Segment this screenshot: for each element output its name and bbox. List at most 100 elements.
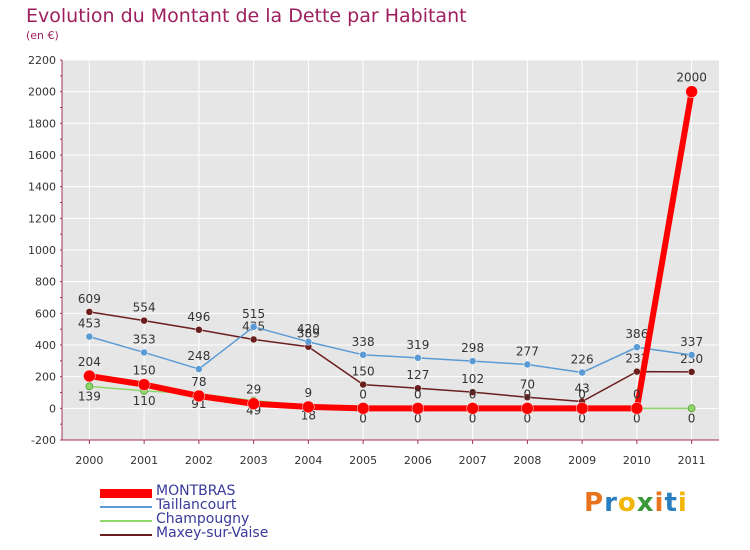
data-label-taillancourt: 319 (406, 338, 429, 352)
data-point-montbras (356, 402, 370, 415)
x-tick-label: 2006 (404, 454, 432, 467)
legend-label: Maxey-sur-Vaise (156, 525, 269, 541)
data-label-montbras: 0 (633, 387, 641, 401)
data-label-maxey-sur-vaise: 127 (406, 368, 429, 382)
data-point-taillancourt (304, 338, 313, 346)
data-point-taillancourt (687, 351, 696, 359)
data-label-montbras: 0 (578, 387, 586, 401)
y-tick-label: 1200 (28, 212, 56, 225)
data-point-taillancourt (633, 343, 641, 351)
data-point-montbras (685, 85, 698, 98)
logo-letter: P (584, 488, 605, 518)
data-label-montbras: 0 (469, 387, 477, 401)
data-label-taillancourt: 353 (133, 332, 156, 346)
logo-letter: r (604, 488, 618, 518)
data-label-taillancourt: 337 (680, 335, 703, 349)
series-line-maxey-sur-vaise (89, 311, 692, 403)
data-point-montbras (247, 397, 260, 410)
data-label-maxey-sur-vaise: 43 (574, 382, 589, 396)
data-point-taillancourt (523, 360, 532, 369)
data-label-champougny: 110 (133, 394, 156, 408)
data-point-montbras (630, 402, 644, 415)
data-point-taillancourt (85, 332, 94, 341)
chart-subtitle: (en €) (26, 29, 59, 42)
legend-swatch (100, 534, 152, 536)
x-tick-label: 2005 (349, 454, 377, 467)
data-label-montbras: 9 (305, 386, 313, 400)
series-line-montbras (88, 91, 695, 412)
data-label-montbras: 0 (524, 387, 532, 401)
y-tick-label: 1000 (28, 244, 56, 257)
y-tick-label: 0 (49, 402, 56, 415)
data-label-champougny: 0 (633, 411, 641, 425)
logo-letter: i (677, 488, 688, 518)
data-point-champougny (687, 404, 696, 413)
data-label-taillancourt: 338 (352, 335, 375, 349)
series-line-taillancourt (89, 326, 692, 374)
data-point-maxey-sur-vaise (414, 384, 422, 392)
y-tick-label: 1400 (28, 181, 56, 194)
logo-letter: x (636, 488, 655, 518)
data-label-taillancourt: 248 (187, 349, 210, 363)
data-label-montbras: 0 (414, 387, 422, 401)
y-tick-label: 400 (35, 339, 56, 352)
legend-item-champougny: Champougny (100, 511, 400, 528)
data-label-maxey-sur-vaise: 230 (680, 352, 703, 366)
data-label-maxey-sur-vaise: 554 (133, 301, 156, 315)
data-label-champougny: 0 (359, 411, 367, 425)
legend: MONTBRAS Taillancourt Champougny Maxey-sur-… (100, 483, 400, 542)
data-label-champougny: 0 (524, 411, 532, 425)
x-tick-label: 2009 (568, 454, 596, 467)
data-label-montbras: 150 (133, 364, 156, 378)
data-label-maxey-sur-vaise: 496 (187, 310, 210, 324)
data-point-champougny (85, 382, 94, 391)
data-label-taillancourt: 453 (78, 317, 101, 331)
data-point-maxey-sur-vaise (468, 388, 477, 396)
legend-label: Champougny (156, 511, 250, 527)
data-point-montbras (466, 402, 479, 415)
data-label-taillancourt: 515 (242, 307, 265, 321)
x-tick-label: 2001 (130, 454, 158, 467)
data-label-maxey-sur-vaise: 70 (520, 377, 535, 391)
data-label-maxey-sur-vaise: 102 (461, 372, 484, 386)
data-point-maxey-sur-vaise (359, 380, 367, 389)
data-label-taillancourt: 386 (625, 327, 648, 341)
data-point-taillancourt (468, 357, 477, 365)
x-tick-label: 2011 (678, 454, 706, 467)
y-tick-label: 800 (35, 276, 56, 289)
data-point-maxey-sur-vaise (140, 316, 148, 325)
data-label-taillancourt: 420 (297, 322, 320, 336)
data-label-champougny: 0 (469, 411, 477, 425)
x-tick-label: 2004 (294, 454, 322, 467)
data-point-maxey-sur-vaise (249, 335, 258, 344)
data-point-montbras (192, 389, 206, 403)
data-point-maxey-sur-vaise (633, 367, 641, 376)
x-tick-label: 2003 (240, 454, 268, 467)
data-point-montbras (137, 378, 151, 391)
data-point-montbras (411, 402, 425, 415)
data-point-montbras (83, 369, 96, 383)
legend-item-montbras: MONTBRAS (100, 483, 400, 500)
legend-item-maxey-sur-vaise: Maxey-sur-Vaise (100, 525, 400, 542)
data-label-taillancourt: 226 (571, 353, 594, 367)
x-tick-label: 2008 (513, 454, 541, 467)
data-point-maxey-sur-vaise (687, 368, 696, 376)
logo-letter: t (664, 488, 678, 518)
y-tick-label: 600 (35, 307, 56, 320)
y-tick-label: 1600 (28, 149, 56, 162)
x-tick-label: 2007 (459, 454, 487, 467)
y-tick-label: 2000 (28, 86, 56, 99)
logo-letter: o (617, 488, 637, 518)
y-tick-label: 2200 (28, 54, 56, 67)
data-point-maxey-sur-vaise (85, 308, 94, 316)
data-point-montbras (521, 402, 534, 415)
data-point-maxey-sur-vaise (523, 393, 532, 401)
data-label-champougny: 0 (578, 411, 586, 425)
data-label-taillancourt: 298 (461, 341, 484, 355)
data-point-taillancourt (195, 365, 203, 373)
data-point-taillancourt (414, 354, 422, 362)
data-point-taillancourt (249, 323, 258, 331)
data-label-maxey-sur-vaise: 609 (78, 292, 101, 306)
x-tick-label: 2000 (75, 454, 103, 467)
y-tick-label: 200 (35, 371, 56, 384)
